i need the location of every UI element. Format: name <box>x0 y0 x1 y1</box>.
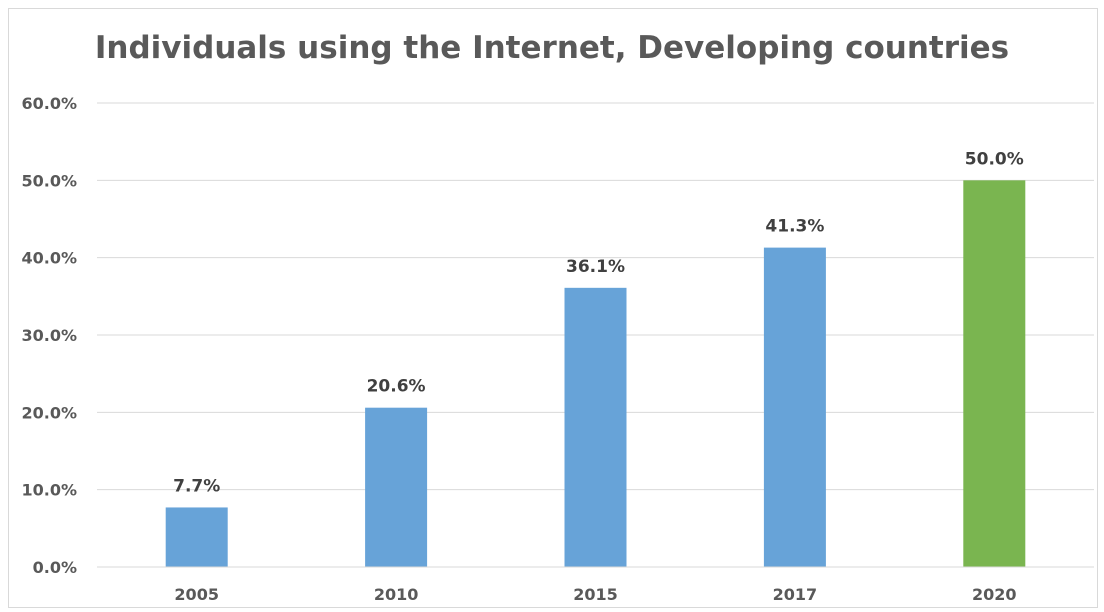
y-tick-label: 60.0% <box>21 94 77 113</box>
data-labels: 7.7% 20.6% 36.1% 41.3% 50.0% <box>173 149 1024 496</box>
bar-2015 <box>564 287 627 567</box>
y-tick-label: 20.0% <box>21 403 77 422</box>
x-tick-label: 2020 <box>972 585 1017 604</box>
bar-2020 <box>963 180 1026 568</box>
data-label-2010: 20.6% <box>367 377 426 397</box>
y-tick-label: 50.0% <box>21 171 77 190</box>
bars <box>165 180 1026 568</box>
data-label-2015: 36.1% <box>566 257 625 277</box>
data-label-2017: 41.3% <box>765 217 824 237</box>
x-axis-tick-labels: 2005 2010 2015 2017 2020 <box>174 585 1016 604</box>
x-tick-label: 2010 <box>374 585 419 604</box>
y-tick-label: 40.0% <box>21 249 77 268</box>
y-axis-tick-labels: 0.0% 10.0% 20.0% 30.0% 40.0% 50.0% 60.0% <box>21 94 77 577</box>
y-tick-label: 30.0% <box>21 326 77 345</box>
x-tick-label: 2005 <box>174 585 219 604</box>
bar-2017 <box>763 247 826 567</box>
x-tick-label: 2015 <box>573 585 618 604</box>
x-tick-label: 2017 <box>773 585 818 604</box>
y-tick-label: 10.0% <box>21 481 77 500</box>
bar-2005 <box>165 507 228 567</box>
y-tick-label: 0.0% <box>33 558 77 577</box>
data-label-2005: 7.7% <box>173 476 220 496</box>
bar-2010 <box>365 407 428 567</box>
data-label-2020: 50.0% <box>965 149 1024 169</box>
chart-title: Individuals using the Internet, Developi… <box>94 30 1010 66</box>
